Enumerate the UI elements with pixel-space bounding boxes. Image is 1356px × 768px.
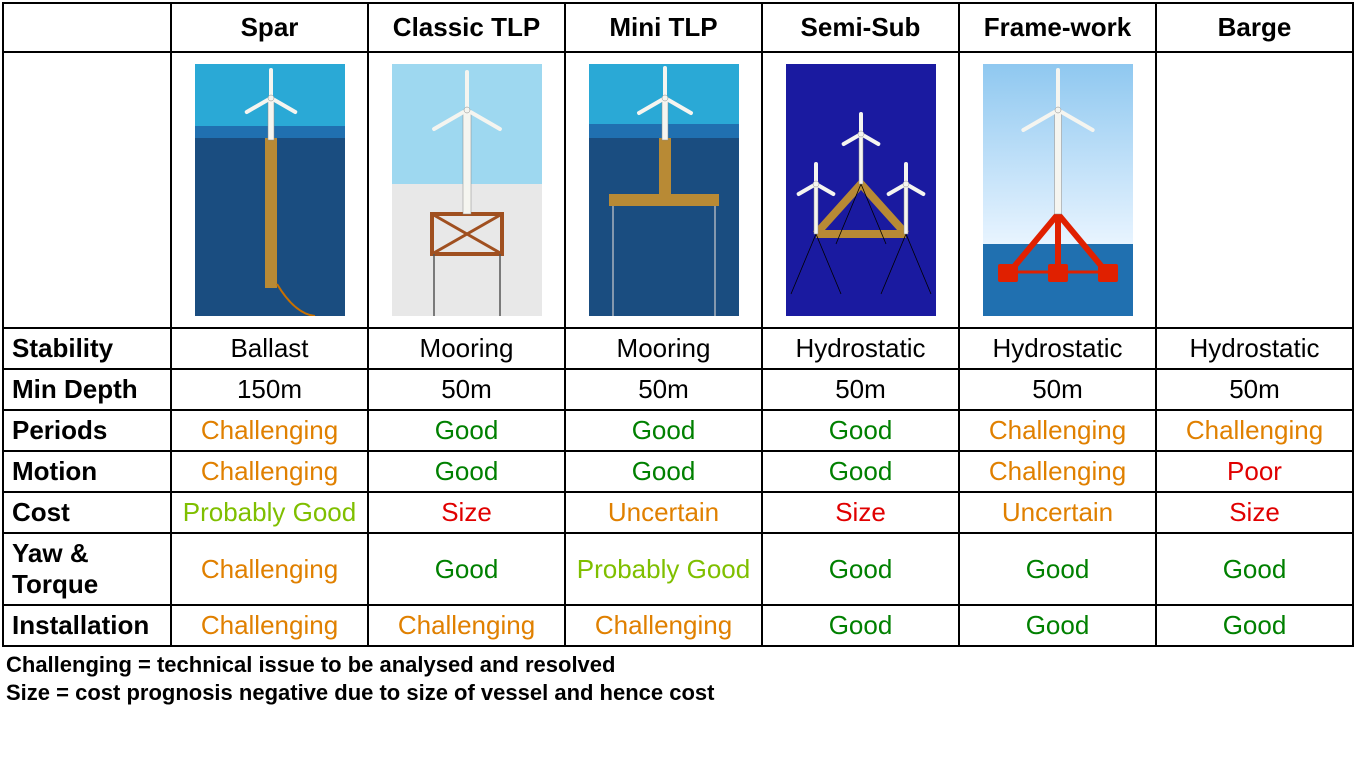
row-label: Min Depth xyxy=(3,369,171,410)
table-cell: Hydrostatic xyxy=(1156,328,1353,369)
table-cell: Good xyxy=(368,451,565,492)
table-cell: Good xyxy=(762,451,959,492)
row-label: Periods xyxy=(3,410,171,451)
table-cell: Probably Good xyxy=(565,533,762,605)
table-cell: Mooring xyxy=(565,328,762,369)
table-cell: Challenging xyxy=(171,451,368,492)
table-cell: Hydrostatic xyxy=(762,328,959,369)
header-barge: Barge xyxy=(1156,3,1353,52)
comparison-table: Spar Classic TLP Mini TLP Semi-Sub Frame… xyxy=(2,2,1354,647)
footnotes: Challenging = technical issue to be anal… xyxy=(2,647,1356,706)
footnote-2: Size = cost prognosis negative due to si… xyxy=(6,679,1354,707)
table-cell: Good xyxy=(368,410,565,451)
table-cell: Uncertain xyxy=(565,492,762,533)
row-label: Stability xyxy=(3,328,171,369)
header-spar: Spar xyxy=(171,3,368,52)
table-cell: Challenging xyxy=(368,605,565,646)
table-cell: Challenging xyxy=(565,605,762,646)
header-mini-tlp: Mini TLP xyxy=(565,3,762,52)
header-framework: Frame-work xyxy=(959,3,1156,52)
table-row: PeriodsChallengingGoodGoodGoodChallengin… xyxy=(3,410,1353,451)
table-cell: 50m xyxy=(959,369,1156,410)
table-cell: 150m xyxy=(171,369,368,410)
table-cell: 50m xyxy=(565,369,762,410)
table-cell: Good xyxy=(565,410,762,451)
header-row: Spar Classic TLP Mini TLP Semi-Sub Frame… xyxy=(3,3,1353,52)
table-cell: Challenging xyxy=(1156,410,1353,451)
table-row: StabilityBallastMooringMooringHydrostati… xyxy=(3,328,1353,369)
table-row: MotionChallengingGoodGoodGoodChallenging… xyxy=(3,451,1353,492)
table-cell: Size xyxy=(368,492,565,533)
row-label: Cost xyxy=(3,492,171,533)
table-cell: Size xyxy=(1156,492,1353,533)
table-cell: Good xyxy=(959,533,1156,605)
row-label: Yaw & Torque xyxy=(3,533,171,605)
table-cell: Mooring xyxy=(368,328,565,369)
footnote-1: Challenging = technical issue to be anal… xyxy=(6,651,1354,679)
table-cell: Good xyxy=(1156,533,1353,605)
table-cell: Good xyxy=(762,410,959,451)
table-cell: Challenging xyxy=(959,451,1156,492)
illustration-row xyxy=(3,52,1353,328)
table-cell: 50m xyxy=(368,369,565,410)
table-cell: Uncertain xyxy=(959,492,1156,533)
table-cell: Poor xyxy=(1156,451,1353,492)
table-cell: Good xyxy=(1156,605,1353,646)
illus-spar xyxy=(171,52,368,328)
table-cell: 50m xyxy=(762,369,959,410)
illus-mini-tlp xyxy=(565,52,762,328)
table-row: CostProbably GoodSizeUncertainSizeUncert… xyxy=(3,492,1353,533)
illus-barge xyxy=(1156,52,1353,328)
illus-classic-tlp xyxy=(368,52,565,328)
table-cell: Challenging xyxy=(171,605,368,646)
table-cell: Good xyxy=(762,605,959,646)
illus-semi-sub xyxy=(762,52,959,328)
table-cell: Good xyxy=(565,451,762,492)
header-blank xyxy=(3,3,171,52)
table-cell: Challenging xyxy=(171,533,368,605)
table-cell: Size xyxy=(762,492,959,533)
table-cell: Good xyxy=(959,605,1156,646)
table-cell: Challenging xyxy=(171,410,368,451)
table-cell: Good xyxy=(368,533,565,605)
table-cell: 50m xyxy=(1156,369,1353,410)
header-semi-sub: Semi-Sub xyxy=(762,3,959,52)
header-classic-tlp: Classic TLP xyxy=(368,3,565,52)
row-label: Motion xyxy=(3,451,171,492)
row-label: Installation xyxy=(3,605,171,646)
table-cell: Probably Good xyxy=(171,492,368,533)
illus-framework xyxy=(959,52,1156,328)
table-cell: Hydrostatic xyxy=(959,328,1156,369)
table-cell: Challenging xyxy=(959,410,1156,451)
table-row: Yaw & TorqueChallengingGoodProbably Good… xyxy=(3,533,1353,605)
table-row: InstallationChallengingChallengingChalle… xyxy=(3,605,1353,646)
table-cell: Good xyxy=(762,533,959,605)
table-row: Min Depth150m50m50m50m50m50m xyxy=(3,369,1353,410)
illustration-row-label xyxy=(3,52,171,328)
table-cell: Ballast xyxy=(171,328,368,369)
